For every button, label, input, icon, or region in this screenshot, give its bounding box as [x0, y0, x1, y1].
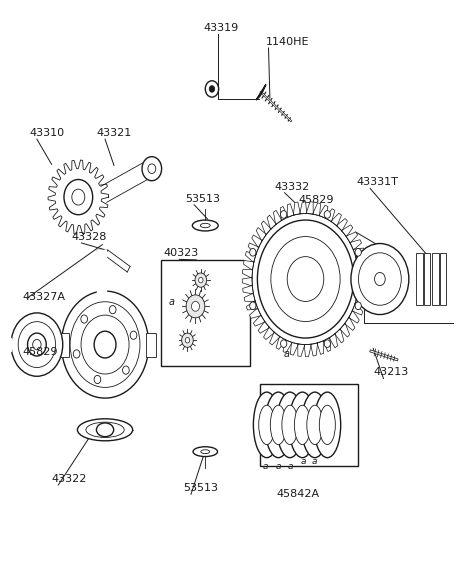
- Circle shape: [242, 201, 368, 357]
- Circle shape: [109, 306, 116, 314]
- Text: 43310: 43310: [29, 128, 64, 138]
- Text: 53513: 53513: [182, 483, 218, 493]
- Text: a: a: [169, 297, 175, 307]
- Polygon shape: [105, 250, 130, 272]
- Text: 43331T: 43331T: [356, 178, 398, 187]
- Polygon shape: [97, 250, 106, 294]
- Circle shape: [142, 156, 161, 181]
- Circle shape: [280, 211, 286, 218]
- Circle shape: [354, 302, 361, 310]
- Bar: [431, 253, 438, 305]
- Ellipse shape: [200, 450, 209, 453]
- Bar: [259, 384, 357, 466]
- Text: 40323: 40323: [163, 248, 198, 258]
- Circle shape: [324, 340, 330, 348]
- Ellipse shape: [313, 392, 340, 457]
- Ellipse shape: [27, 333, 46, 356]
- Circle shape: [185, 337, 189, 343]
- Ellipse shape: [374, 273, 384, 286]
- Bar: [439, 253, 445, 305]
- Ellipse shape: [96, 423, 113, 436]
- Circle shape: [186, 295, 204, 318]
- Bar: [160, 260, 249, 366]
- Polygon shape: [0, 338, 11, 351]
- Text: a: a: [300, 457, 306, 465]
- Bar: [415, 253, 422, 305]
- Circle shape: [209, 86, 214, 92]
- Circle shape: [64, 179, 93, 215]
- Ellipse shape: [264, 392, 291, 457]
- Bar: [424, 253, 429, 305]
- Circle shape: [72, 189, 85, 205]
- Circle shape: [280, 340, 286, 348]
- Text: 43327A: 43327A: [23, 292, 65, 302]
- Ellipse shape: [288, 392, 315, 457]
- Text: 43332: 43332: [274, 182, 309, 192]
- Ellipse shape: [18, 321, 56, 368]
- Circle shape: [94, 331, 116, 358]
- Circle shape: [122, 366, 129, 374]
- Text: a: a: [263, 462, 268, 471]
- Text: 53513: 53513: [185, 193, 220, 204]
- Circle shape: [94, 376, 100, 384]
- Circle shape: [249, 302, 256, 310]
- Polygon shape: [256, 84, 265, 100]
- Ellipse shape: [270, 405, 286, 444]
- Text: a: a: [288, 462, 293, 471]
- Ellipse shape: [319, 405, 335, 444]
- Polygon shape: [61, 291, 148, 398]
- Ellipse shape: [294, 405, 310, 444]
- Ellipse shape: [306, 405, 322, 444]
- Bar: [146, 332, 156, 357]
- Ellipse shape: [276, 392, 303, 457]
- Circle shape: [249, 249, 256, 256]
- Ellipse shape: [11, 313, 63, 376]
- Ellipse shape: [253, 392, 280, 457]
- Text: a: a: [275, 462, 281, 471]
- Text: 1140HE: 1140HE: [265, 37, 308, 47]
- Circle shape: [191, 302, 199, 311]
- Ellipse shape: [192, 220, 218, 231]
- Ellipse shape: [32, 340, 41, 350]
- Ellipse shape: [282, 405, 297, 444]
- Polygon shape: [100, 161, 152, 203]
- Circle shape: [181, 333, 193, 347]
- Text: 43321: 43321: [96, 128, 131, 138]
- Text: 45829: 45829: [298, 195, 334, 205]
- Circle shape: [130, 331, 137, 339]
- Polygon shape: [48, 160, 108, 234]
- Text: 43319: 43319: [203, 23, 238, 33]
- Circle shape: [198, 278, 203, 283]
- Text: a: a: [282, 349, 288, 358]
- Ellipse shape: [301, 392, 327, 457]
- Ellipse shape: [258, 405, 274, 444]
- Text: 43213: 43213: [373, 368, 408, 377]
- Circle shape: [73, 350, 80, 358]
- Circle shape: [287, 257, 323, 302]
- Ellipse shape: [193, 447, 217, 456]
- Text: 45842A: 45842A: [276, 489, 319, 498]
- Ellipse shape: [358, 253, 400, 305]
- Text: 43328: 43328: [71, 232, 107, 242]
- Circle shape: [81, 315, 88, 323]
- Ellipse shape: [200, 223, 210, 228]
- Circle shape: [205, 81, 218, 97]
- Circle shape: [324, 211, 330, 218]
- Circle shape: [194, 273, 206, 287]
- Text: 45829: 45829: [23, 347, 58, 357]
- Bar: [59, 332, 69, 357]
- Text: 43322: 43322: [51, 474, 87, 484]
- Ellipse shape: [77, 419, 132, 441]
- Circle shape: [148, 164, 156, 174]
- Text: a: a: [312, 457, 317, 465]
- Ellipse shape: [86, 422, 124, 438]
- Circle shape: [354, 249, 361, 256]
- Ellipse shape: [350, 244, 408, 315]
